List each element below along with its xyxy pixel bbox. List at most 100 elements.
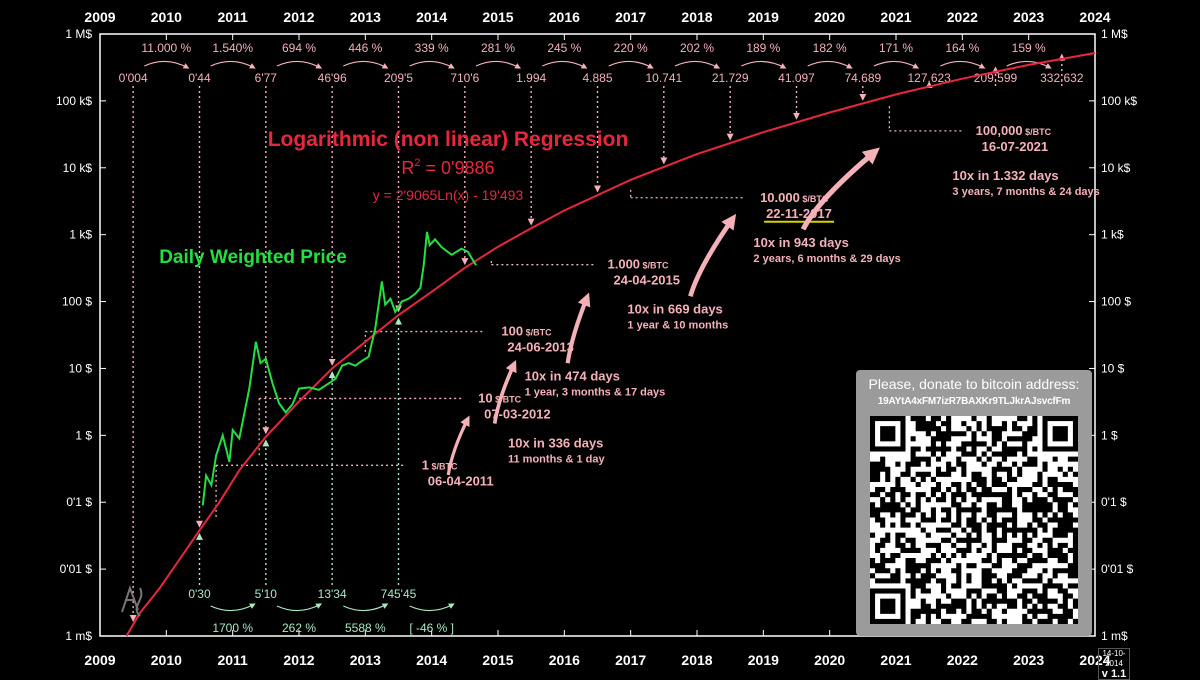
top-growth-arrow (144, 60, 190, 69)
milestone-date-label: 16-07-2021 (982, 139, 1049, 154)
top-growth-arrow (807, 60, 853, 69)
top-growth-arrow (542, 60, 588, 69)
top-growth-label: 281 % (481, 41, 515, 55)
version-badge: 14-10-2014 v 1.1 (1098, 648, 1130, 680)
x-tick-bottom: 2017 (615, 652, 646, 668)
milestone-price-label: 10 $/BTC (478, 390, 521, 405)
top-value-label: 10.741 (645, 71, 682, 85)
interval-detail: 2 years, 6 months & 29 days (753, 253, 900, 265)
x-tick-bottom: 2011 (217, 652, 248, 668)
top-value-label: 0'004 (119, 71, 148, 85)
x-tick-bottom: 2012 (283, 652, 314, 668)
bottom-growth-arrow (276, 603, 323, 612)
x-tick-bottom: 2024 (1079, 652, 1110, 668)
top-value-label: 6'77 (255, 71, 278, 85)
top-growth-arrow (210, 60, 256, 69)
x-tick-bottom: 2015 (482, 652, 513, 668)
top-value-label: 4.885 (582, 71, 612, 85)
milestone-date-label: 07-03-2012 (484, 406, 551, 421)
milestone-date-label: 06-04-2011 (428, 473, 494, 488)
bottom-growth-arrow (343, 603, 389, 612)
bottom-growth-arrow (210, 603, 256, 612)
x-tick-bottom: 2014 (416, 652, 447, 668)
bitcoin-address[interactable]: 19AYtA4xFM7izR7BAXKr9TLJkrAJsvcfFm (877, 396, 1071, 407)
top-value-label: 209.599 (974, 71, 1018, 85)
top-growth-arrow (276, 60, 323, 69)
top-growth-arrow (475, 60, 522, 69)
y-tick-right: 1 k$ (1101, 228, 1124, 242)
y-tick-right: 10 k$ (1101, 161, 1131, 175)
interval-arrow (688, 213, 737, 297)
donate-panel: Please, donate to bitcoin address: 19AYt… (856, 370, 1092, 636)
y-tick-left: 0'01 $ (60, 562, 93, 576)
version-label: v 1.1 (1101, 668, 1127, 680)
y-tick-left: 100 k$ (56, 94, 92, 108)
y-tick-left: 100 $ (62, 295, 92, 309)
qr-code-icon (870, 416, 1078, 624)
price-series-label: Daily Weighted Price (159, 247, 347, 268)
x-tick-top: 2013 (350, 9, 381, 25)
top-growth-arrow (608, 60, 654, 69)
top-value-label: 41.097 (778, 71, 815, 85)
x-tick-top: 2014 (416, 9, 447, 25)
regression-formula: y = 2'9065Ln(x) - 19'493 (373, 187, 524, 203)
x-tick-bottom: 2019 (748, 652, 779, 668)
y-tick-right: 0'01 $ (1101, 562, 1134, 576)
y-tick-left: 10 $ (69, 361, 93, 375)
milestone-price-label: 100,000 $/BTC (976, 123, 1052, 138)
x-tick-top: 2024 (1079, 9, 1110, 25)
top-value-label: 0'44 (188, 71, 211, 85)
top-growth-arrow (1006, 60, 1052, 69)
interval-detail: 11 months & 1 day (508, 453, 605, 465)
bottom-value-label: 0'30 (188, 587, 211, 601)
top-value-label: 21.729 (712, 71, 749, 85)
x-tick-top: 2023 (1013, 9, 1044, 25)
top-growth-label: 245 % (547, 41, 581, 55)
top-growth-arrow (873, 60, 920, 69)
milestone-price-label: 10.000 $/BTC (760, 190, 829, 205)
interval-detail: 3 years, 7 months & 24 days (952, 186, 1099, 198)
bottom-growth-label: 1700 % (212, 621, 253, 635)
interval-arrow (565, 292, 591, 364)
interval-title: 10x in 336 days (508, 435, 603, 450)
interval-detail: 1 year, 3 months & 17 days (525, 387, 666, 399)
milestone-date-label: 24-04-2015 (614, 273, 681, 288)
y-tick-right: 1 $ (1101, 428, 1118, 442)
regression-line (125, 52, 1096, 637)
y-tick-left: 0'1 $ (66, 495, 92, 509)
x-tick-top: 2016 (549, 9, 580, 25)
bottom-growth-label: [ -46 % ] (409, 621, 454, 635)
interval-arrow (492, 359, 517, 424)
x-tick-top: 2012 (283, 9, 314, 25)
top-growth-arrow (343, 60, 389, 69)
y-tick-right: 1 M$ (1101, 27, 1128, 41)
bottom-value-label: 745'45 (381, 587, 417, 601)
r-squared-label: R2 = 0'9886 (401, 157, 494, 178)
milestone-price-label: 1.000 $/BTC (608, 257, 670, 272)
bottom-growth-label: 5588 % (345, 621, 386, 635)
milestone-date-label: 22-11-2017 (766, 206, 832, 221)
x-tick-bottom: 2018 (681, 652, 712, 668)
bottom-value-label: 5'10 (255, 587, 278, 601)
chart-title: Logarithmic (non linear) Regression (268, 128, 629, 151)
y-tick-right: 100 $ (1101, 295, 1131, 309)
x-tick-top: 2010 (151, 9, 182, 25)
milestone-date-label: 24-06-2013 (507, 340, 574, 355)
top-growth-label: 164 % (945, 41, 979, 55)
y-tick-left: 10 k$ (63, 161, 93, 175)
logo-icon (121, 584, 143, 617)
top-growth-label: 446 % (348, 41, 382, 55)
y-tick-right: 1 m$ (1101, 629, 1128, 643)
top-value-label: 46'96 (318, 71, 347, 85)
top-value-label: 127.623 (907, 71, 951, 85)
interval-title: 10x in 669 days (627, 302, 722, 317)
version-date: 14-10-2014 (1102, 649, 1126, 668)
x-tick-bottom: 2009 (84, 652, 115, 668)
top-growth-label: 694 % (282, 41, 316, 55)
price-line (201, 231, 477, 506)
top-growth-label: 11.000 % (141, 41, 191, 55)
top-growth-label: 189 % (746, 41, 780, 55)
milestone-price-label: 1 $/BTC (422, 457, 458, 472)
x-tick-bottom: 2023 (1013, 652, 1044, 668)
